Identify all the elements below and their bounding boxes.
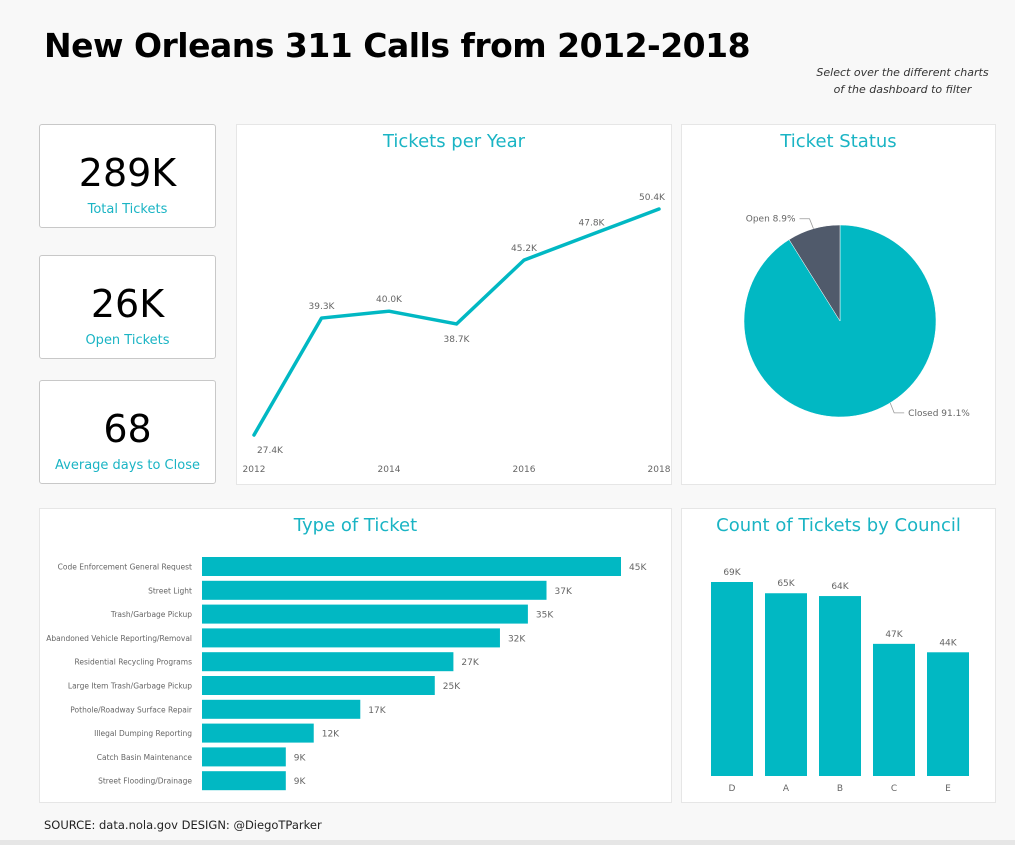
- category-label: Abandoned Vehicle Reporting/Removal: [46, 634, 192, 643]
- kpi-label: Open Tickets: [85, 333, 170, 348]
- filter-hint: Select over the different charts of the …: [805, 64, 1000, 98]
- category-label: Large Item Trash/Garbage Pickup: [68, 682, 192, 691]
- kpi-value: 289K: [78, 151, 177, 195]
- bar: [711, 582, 753, 776]
- bar: [873, 643, 915, 776]
- ticket-status-chart: Open 8.9% Closed 91.1%: [743, 215, 970, 419]
- x-tick-label: 2018: [648, 465, 671, 475]
- tickets-per-year-panel[interactable]: Tickets per Year 27.4K 39.3K 40.0K 38.7K 45.…: [236, 124, 672, 485]
- tickets-per-year-title: Tickets per Year: [382, 131, 526, 152]
- bar: [202, 628, 500, 648]
- data-label: 47.8K: [579, 219, 606, 229]
- category-label: Trash/Garbage Pickup: [110, 610, 192, 619]
- data-label: 64K: [831, 582, 849, 592]
- kpi-value: 68: [103, 407, 152, 451]
- bar: [202, 604, 528, 624]
- data-label: 27K: [461, 658, 479, 668]
- tickets-by-council-title: Count of Tickets by Council: [716, 515, 961, 536]
- data-label: 39.3K: [309, 302, 336, 312]
- data-label: 17K: [368, 706, 386, 716]
- data-label: 9K: [294, 777, 307, 787]
- dashboard-title: New Orleans 311 Calls from 2012-2018: [44, 26, 751, 65]
- bar: [202, 699, 361, 719]
- kpi-label: Average days to Close: [55, 458, 200, 473]
- category-label: Residential Recycling Programs: [75, 658, 193, 667]
- data-label: 35K: [536, 611, 554, 621]
- category-label: Street Light: [148, 586, 192, 595]
- kpi-value: 26K: [90, 282, 165, 326]
- data-label: 44K: [939, 638, 957, 648]
- tickets-per-year-line: [252, 207, 661, 437]
- data-label: 45.2K: [511, 244, 538, 254]
- category-label: Catch Basin Maintenance: [97, 753, 193, 762]
- bar: [202, 771, 286, 791]
- pie-slice-open: [788, 224, 841, 322]
- x-tick-label: B: [837, 784, 843, 794]
- data-label: 37K: [555, 587, 573, 597]
- data-label: 25K: [443, 682, 461, 692]
- type-of-ticket-title: Type of Ticket: [293, 515, 418, 536]
- type-of-ticket-chart: Code Enforcement General Request 45K Stree…: [46, 557, 647, 791]
- data-label: 38.7K: [444, 335, 471, 345]
- kpi-card-average-days-to-close[interactable]: 68 Average days to Close: [39, 380, 216, 484]
- data-label: 40.0K: [376, 295, 403, 305]
- data-label: 32K: [508, 634, 526, 644]
- tickets-by-council-panel[interactable]: Count of Tickets by Council 69K D 65K A 64K B…: [681, 508, 996, 803]
- x-tick-label: C: [891, 784, 897, 794]
- category-label: Street Flooding/Drainage: [98, 777, 192, 786]
- x-tick-label: E: [945, 784, 951, 794]
- tickets-per-year-chart: 27.4K 39.3K 40.0K 38.7K 45.2K 47.8K 50.4K 2012 2…: [243, 193, 671, 475]
- data-label: 12K: [322, 730, 340, 740]
- bar: [202, 723, 314, 743]
- x-tick-label: D: [729, 784, 736, 794]
- bar: [765, 593, 807, 776]
- type-of-ticket-panel[interactable]: Type of Ticket Code Enforcement General …: [39, 508, 672, 803]
- bar: [927, 652, 969, 776]
- leader-line-open: [799, 218, 814, 229]
- pie-label-closed: Closed 91.1%: [908, 409, 970, 419]
- bar: [202, 747, 286, 767]
- data-label: 9K: [294, 753, 307, 763]
- data-label: 65K: [777, 579, 795, 589]
- data-label: 50.4K: [639, 193, 666, 203]
- data-label: 27.4K: [257, 446, 284, 456]
- bar: [819, 596, 861, 776]
- pie-label-open: Open 8.9%: [746, 215, 796, 225]
- data-label: 45K: [629, 563, 647, 573]
- kpi-card-open-tickets[interactable]: 26K Open Tickets: [39, 255, 216, 359]
- kpi-label: Total Tickets: [87, 202, 168, 217]
- x-tick-label: 2012: [243, 465, 266, 475]
- data-label: 69K: [723, 568, 741, 578]
- bar: [202, 580, 547, 600]
- ticket-status-title: Ticket Status: [780, 131, 897, 152]
- category-label: Code Enforcement General Request: [58, 563, 192, 572]
- ticket-status-panel[interactable]: Ticket Status Open 8.9% Closed 91.1%: [681, 124, 996, 485]
- leader-line-closed: [889, 402, 905, 414]
- source-credit: SOURCE: data.nola.gov DESIGN: @DiegoTPar…: [44, 818, 322, 832]
- x-tick-label: 2014: [378, 465, 401, 475]
- filter-hint-line-1: Select over the different charts: [816, 66, 989, 79]
- category-label: Illegal Dumping Reporting: [94, 729, 192, 738]
- kpi-card-total-tickets[interactable]: 289K Total Tickets: [39, 124, 216, 228]
- filter-hint-line-2: of the dashboard to filter: [833, 83, 972, 96]
- category-label: Pothole/Roadway Surface Repair: [70, 705, 193, 714]
- x-tick-label: A: [783, 784, 790, 794]
- data-label: 47K: [885, 630, 903, 640]
- x-tick-label: 2016: [513, 465, 536, 475]
- bar: [202, 676, 435, 695]
- bar: [202, 652, 454, 672]
- tickets-by-council-chart: 69K D 65K A 64K B 47K C 44K E: [711, 568, 969, 794]
- bar: [202, 557, 621, 576]
- bottom-strip: [0, 840, 1015, 845]
